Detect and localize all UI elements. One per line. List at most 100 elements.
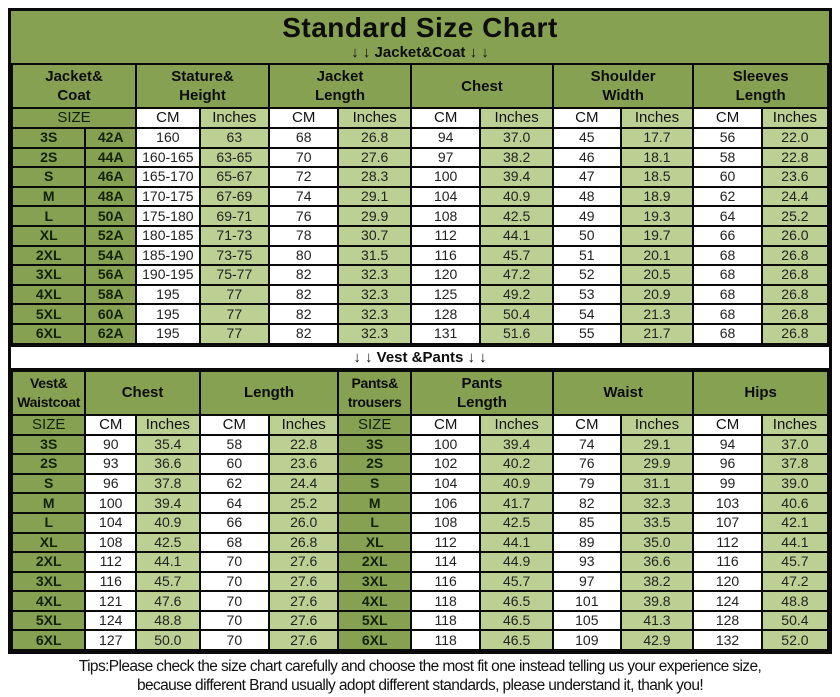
inches-value-cell: 29.9 [619,453,695,475]
size-cell: 2S [337,453,412,475]
cm-value-cell: 62 [692,185,763,208]
inches-value-cell: 65-67 [198,166,271,188]
cm-value-cell: 109 [551,629,622,652]
cm-value-cell: 94 [692,433,763,456]
cm-label: CM [135,107,201,129]
inches-value-cell: 47.2 [760,570,830,593]
cm-value-cell: 82 [551,492,622,514]
cm-value-cell: 96 [84,472,138,495]
cm-value-cell: 68 [692,303,763,325]
cm-value-cell: 195 [135,322,201,345]
cm-label: CM [198,413,271,436]
inches-value-cell: 46.5 [479,609,554,632]
size-cell: 48A [84,185,138,208]
inches-label: Inches [268,413,340,436]
inches-value-cell: 24.4 [760,185,830,208]
cm-value-cell: 185-190 [135,244,201,267]
cm-value-cell: 70 [198,590,271,612]
cm-label: CM [84,413,138,436]
cm-value-cell: 70 [198,629,271,652]
inches-value-cell: 36.6 [619,551,695,573]
cm-value-cell: 112 [409,531,482,554]
size-cell: 2S [10,146,87,169]
size-cell: 58A [84,283,138,306]
inches-value-cell: 63-65 [198,146,271,169]
cm-value-cell: 124 [692,590,763,612]
cm-value-cell: 160-165 [135,146,201,169]
cm-value-cell: 170-175 [135,185,201,208]
cm-value-cell: 56 [692,127,763,149]
inches-label: Inches [479,413,554,436]
cm-value-cell: 60 [692,166,763,188]
cm-value-cell: 101 [551,590,622,612]
inches-value-cell: 35.4 [135,433,201,456]
cm-label: CM [551,413,622,436]
cm-value-cell: 165-170 [135,166,201,188]
cm-value-cell: 116 [84,570,138,593]
inches-value-cell: 39.8 [619,590,695,612]
size-cell: 3S [10,433,87,456]
cm-value-cell: 66 [198,511,271,534]
table-row: 5XL 60A 195 77 82 32.3 128 50.4 54 21.3 68 26.8 [10,303,830,325]
table-row: S 96 37.8 62 24.4 S 104 40.9 79 31.1 99 39.0 [10,472,830,495]
cm-value-cell: 64 [198,492,271,514]
table-row: 6XL 62A 195 77 82 32.3 131 51.6 55 21.7 68 26.8 [10,322,830,345]
size-cell: 46A [84,166,138,188]
table-row: 2XL 54A 185-190 73-75 80 31.5 116 45.7 51 20.1 68 2… [10,244,830,267]
cm-value-cell: 116 [692,551,763,573]
cm-value-cell: 78 [268,224,340,247]
inches-value-cell: 31.1 [619,472,695,495]
inches-value-cell: 49.2 [479,283,554,306]
size-cell: XL [10,531,87,554]
cm-label: CM [551,107,622,129]
inches-value-cell: 77 [198,283,271,306]
size-cell: 56A [84,264,138,286]
table-row: S 46A 165-170 65-67 72 28.3 100 39.4 47 18.5 60 23.… [10,166,830,188]
cm-value-cell: 51 [551,244,622,267]
cm-value-cell: 53 [551,283,622,306]
cm-value-cell: 120 [692,570,763,593]
vest-pants-table: Vest& Waistcoat Chest Length Pants& trou… [10,369,830,652]
inches-value-cell: 20.5 [619,264,695,286]
inches-value-cell: 75-77 [198,264,271,286]
table-row: 3XL 116 45.7 70 27.6 3XL 116 45.7 97 38.2 120 47.2 [10,570,830,593]
size-label: SIZE [10,107,138,129]
size-cell: 5XL [337,609,412,632]
inches-value-cell: 77 [198,322,271,345]
table-row: 2S 44A 160-165 63-65 70 27.6 97 38.2 46 18.1 58 22.… [10,146,830,169]
inches-value-cell: 39.4 [479,433,554,456]
cm-value-cell: 103 [692,492,763,514]
jacket-unit-header-row: SIZE CM Inches CM Inches CM Inches CM In… [10,107,830,129]
inches-value-cell: 38.2 [479,146,554,169]
inches-value-cell: 35.0 [619,531,695,554]
inches-value-cell: 26.8 [337,127,412,149]
cm-value-cell: 100 [409,433,482,456]
waist-header: Waist [551,369,695,416]
inches-value-cell: 50.4 [479,303,554,325]
table-row: XL 108 42.5 68 26.8 XL 112 44.1 89 35.0 112 44.1 [10,531,830,554]
inches-value-cell: 27.6 [268,609,340,632]
cm-value-cell: 118 [409,629,482,652]
size-cell: 62A [84,322,138,345]
cm-value-cell: 68 [692,264,763,286]
cm-value-cell: 190-195 [135,264,201,286]
cm-value-cell: 107 [692,511,763,534]
size-cell: L [10,205,87,227]
size-cell: L [10,511,87,534]
cm-value-cell: 76 [268,205,340,227]
vest-unit-header-row: SIZE CM Inches CM Inches SIZE CM Inches … [10,413,830,436]
size-cell: 3XL [10,264,87,286]
cm-value-cell: 97 [551,570,622,593]
size-label: SIZE [337,413,412,436]
inches-value-cell: 37.0 [760,433,830,456]
inches-value-cell: 22.0 [760,127,830,149]
cm-value-cell: 55 [551,322,622,345]
inches-value-cell: 29.1 [337,185,412,208]
inches-value-cell: 32.3 [337,322,412,345]
size-cell: 4XL [10,590,87,612]
cm-label: CM [409,107,482,129]
cm-value-cell: 97 [409,146,482,169]
cm-value-cell: 64 [692,205,763,227]
inches-value-cell: 41.3 [619,609,695,632]
cm-value-cell: 106 [409,492,482,514]
